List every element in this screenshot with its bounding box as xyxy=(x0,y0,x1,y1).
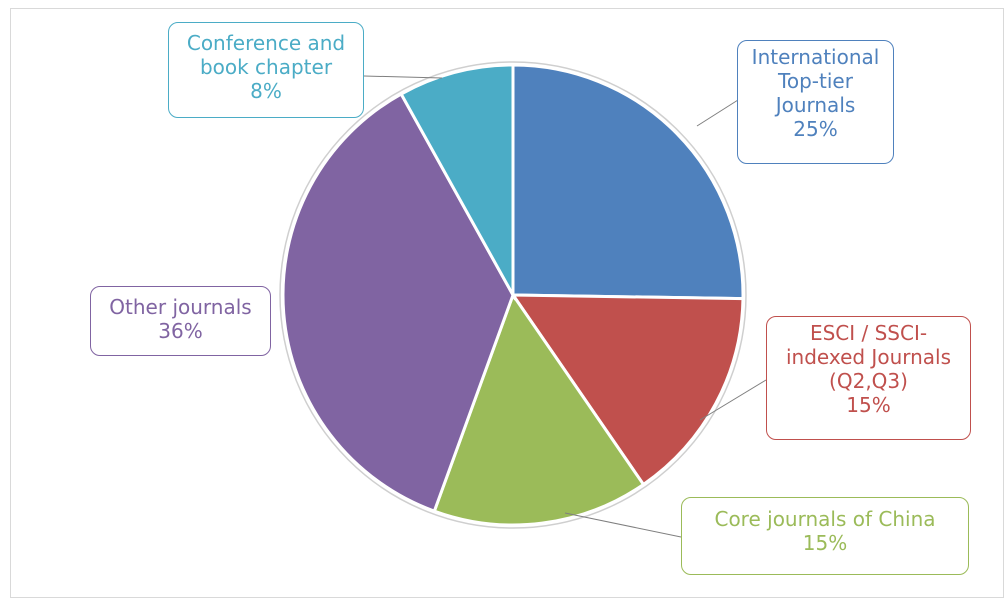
slice-percent: 25% xyxy=(793,117,838,141)
data-label-other-journals: Other journals 36% xyxy=(90,286,271,356)
pie-slice-core-journals-china xyxy=(432,291,646,527)
slice-name: Other journals xyxy=(109,295,252,319)
slice-percent: 15% xyxy=(802,531,848,555)
leader-lines xyxy=(363,75,767,538)
data-label-conference-book-chapter: Conference and book chapter 8% xyxy=(168,22,364,118)
data-label-core-journals-china: Core journals of China 15% xyxy=(681,497,969,575)
slice-name: International Top-tier Journals xyxy=(751,45,880,117)
slice-percent: 15% xyxy=(846,393,891,417)
leader-line xyxy=(363,75,443,79)
slice-name: ESCI / SSCI-indexed Journals (Q2,Q3) xyxy=(785,321,952,393)
leader-line xyxy=(564,512,682,538)
slice-percent: 36% xyxy=(158,319,203,343)
data-label-international-top-tier: International Top-tier Journals 25% xyxy=(737,40,894,164)
pie-slice-conference-book-chapter xyxy=(399,63,515,301)
pie-slices xyxy=(279,61,747,529)
pie-slice-esci-ssci xyxy=(510,293,745,487)
data-label-esci-ssci: ESCI / SSCI-indexed Journals (Q2,Q3) 15% xyxy=(766,316,971,440)
slice-name: Conference and book chapter xyxy=(186,31,346,79)
pie-slice-other-journals xyxy=(281,91,515,514)
slice-name: Core journals of China xyxy=(714,507,936,531)
leader-line xyxy=(699,379,767,421)
slice-percent: 8% xyxy=(250,79,282,103)
leader-line xyxy=(696,99,739,127)
pie-slice-international-top-tier xyxy=(511,63,745,301)
pie-chart xyxy=(279,61,767,538)
